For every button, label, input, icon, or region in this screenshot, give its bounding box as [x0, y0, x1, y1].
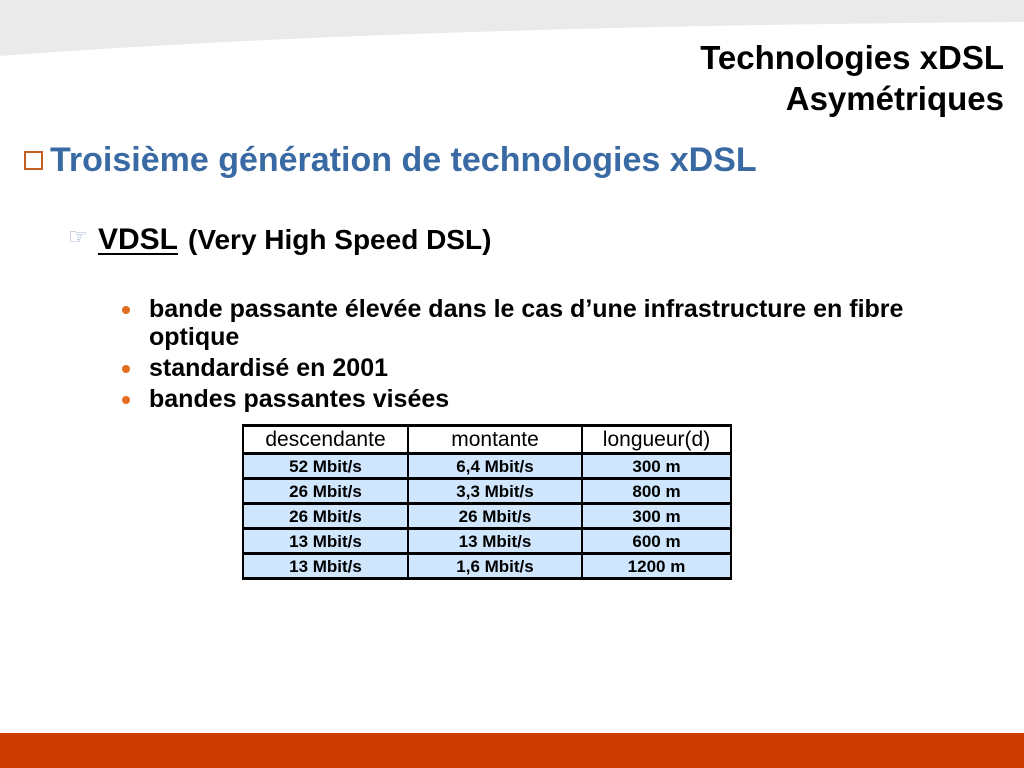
slide-title-line: Technologies xDSL	[700, 39, 1004, 76]
table-row: 13 Mbit/s 13 Mbit/s 600 m	[242, 527, 732, 555]
round-dot-bullet-icon	[122, 396, 130, 404]
cell-descendante: 13 Mbit/s	[242, 552, 409, 580]
section-heading: Troisième génération de technologies xDS…	[50, 141, 757, 179]
cell-montante: 6,4 Mbit/s	[407, 452, 583, 480]
cell-descendante: 26 Mbit/s	[242, 477, 409, 505]
slide-title: Technologies xDSL Asymétriques	[700, 37, 1004, 119]
list-item: bande passante élevée dans le cas d’une …	[122, 295, 949, 351]
pointing-hand-icon	[68, 227, 88, 249]
table-row: 52 Mbit/s 6,4 Mbit/s 300 m	[242, 452, 732, 480]
bottom-decorative-band	[0, 733, 1024, 768]
cell-longueur: 1200 m	[581, 552, 732, 580]
cell-longueur: 800 m	[581, 477, 732, 505]
bandwidth-table: descendante montante longueur(d) 52 Mbit…	[242, 424, 732, 580]
cell-descendante: 52 Mbit/s	[242, 452, 409, 480]
round-dot-bullet-icon	[122, 306, 130, 314]
column-header-descendante: descendante	[242, 424, 409, 455]
vdsl-term: VDSL	[98, 223, 179, 256]
hollow-square-bullet-icon	[24, 151, 43, 170]
subheading: VDSL (Very High Speed DSL)	[98, 222, 491, 258]
list-item: standardisé en 2001	[122, 354, 949, 382]
column-header-montante: montante	[407, 424, 583, 455]
slide-title-line: Asymétriques	[785, 80, 1004, 117]
cell-montante: 1,6 Mbit/s	[407, 552, 583, 580]
cell-montante: 26 Mbit/s	[407, 502, 583, 530]
cell-montante: 13 Mbit/s	[407, 527, 583, 555]
table-row: 13 Mbit/s 1,6 Mbit/s 1200 m	[242, 552, 732, 580]
cell-montante: 3,3 Mbit/s	[407, 477, 583, 505]
cell-descendante: 26 Mbit/s	[242, 502, 409, 530]
vdsl-expansion: (Very High Speed DSL)	[188, 224, 492, 255]
bullet-text: standardisé en 2001	[149, 354, 389, 382]
table-row: 26 Mbit/s 26 Mbit/s 300 m	[242, 502, 732, 530]
table-row: 26 Mbit/s 3,3 Mbit/s 800 m	[242, 477, 732, 505]
cell-longueur: 300 m	[581, 452, 732, 480]
cell-descendante: 13 Mbit/s	[242, 527, 409, 555]
cell-longueur: 300 m	[581, 502, 732, 530]
round-dot-bullet-icon	[122, 365, 130, 373]
bullet-text: bande passante élevée dans le cas d’une …	[149, 295, 904, 351]
bullet-text: bandes passantes visées	[149, 385, 450, 413]
bullet-list: bande passante élevée dans le cas d’une …	[122, 295, 949, 413]
list-item: bandes passantes visées	[122, 385, 949, 413]
top-decorative-band	[0, 0, 1024, 56]
table-header-row: descendante montante longueur(d)	[242, 424, 732, 455]
cell-longueur: 600 m	[581, 527, 732, 555]
column-header-longueur: longueur(d)	[581, 424, 732, 455]
